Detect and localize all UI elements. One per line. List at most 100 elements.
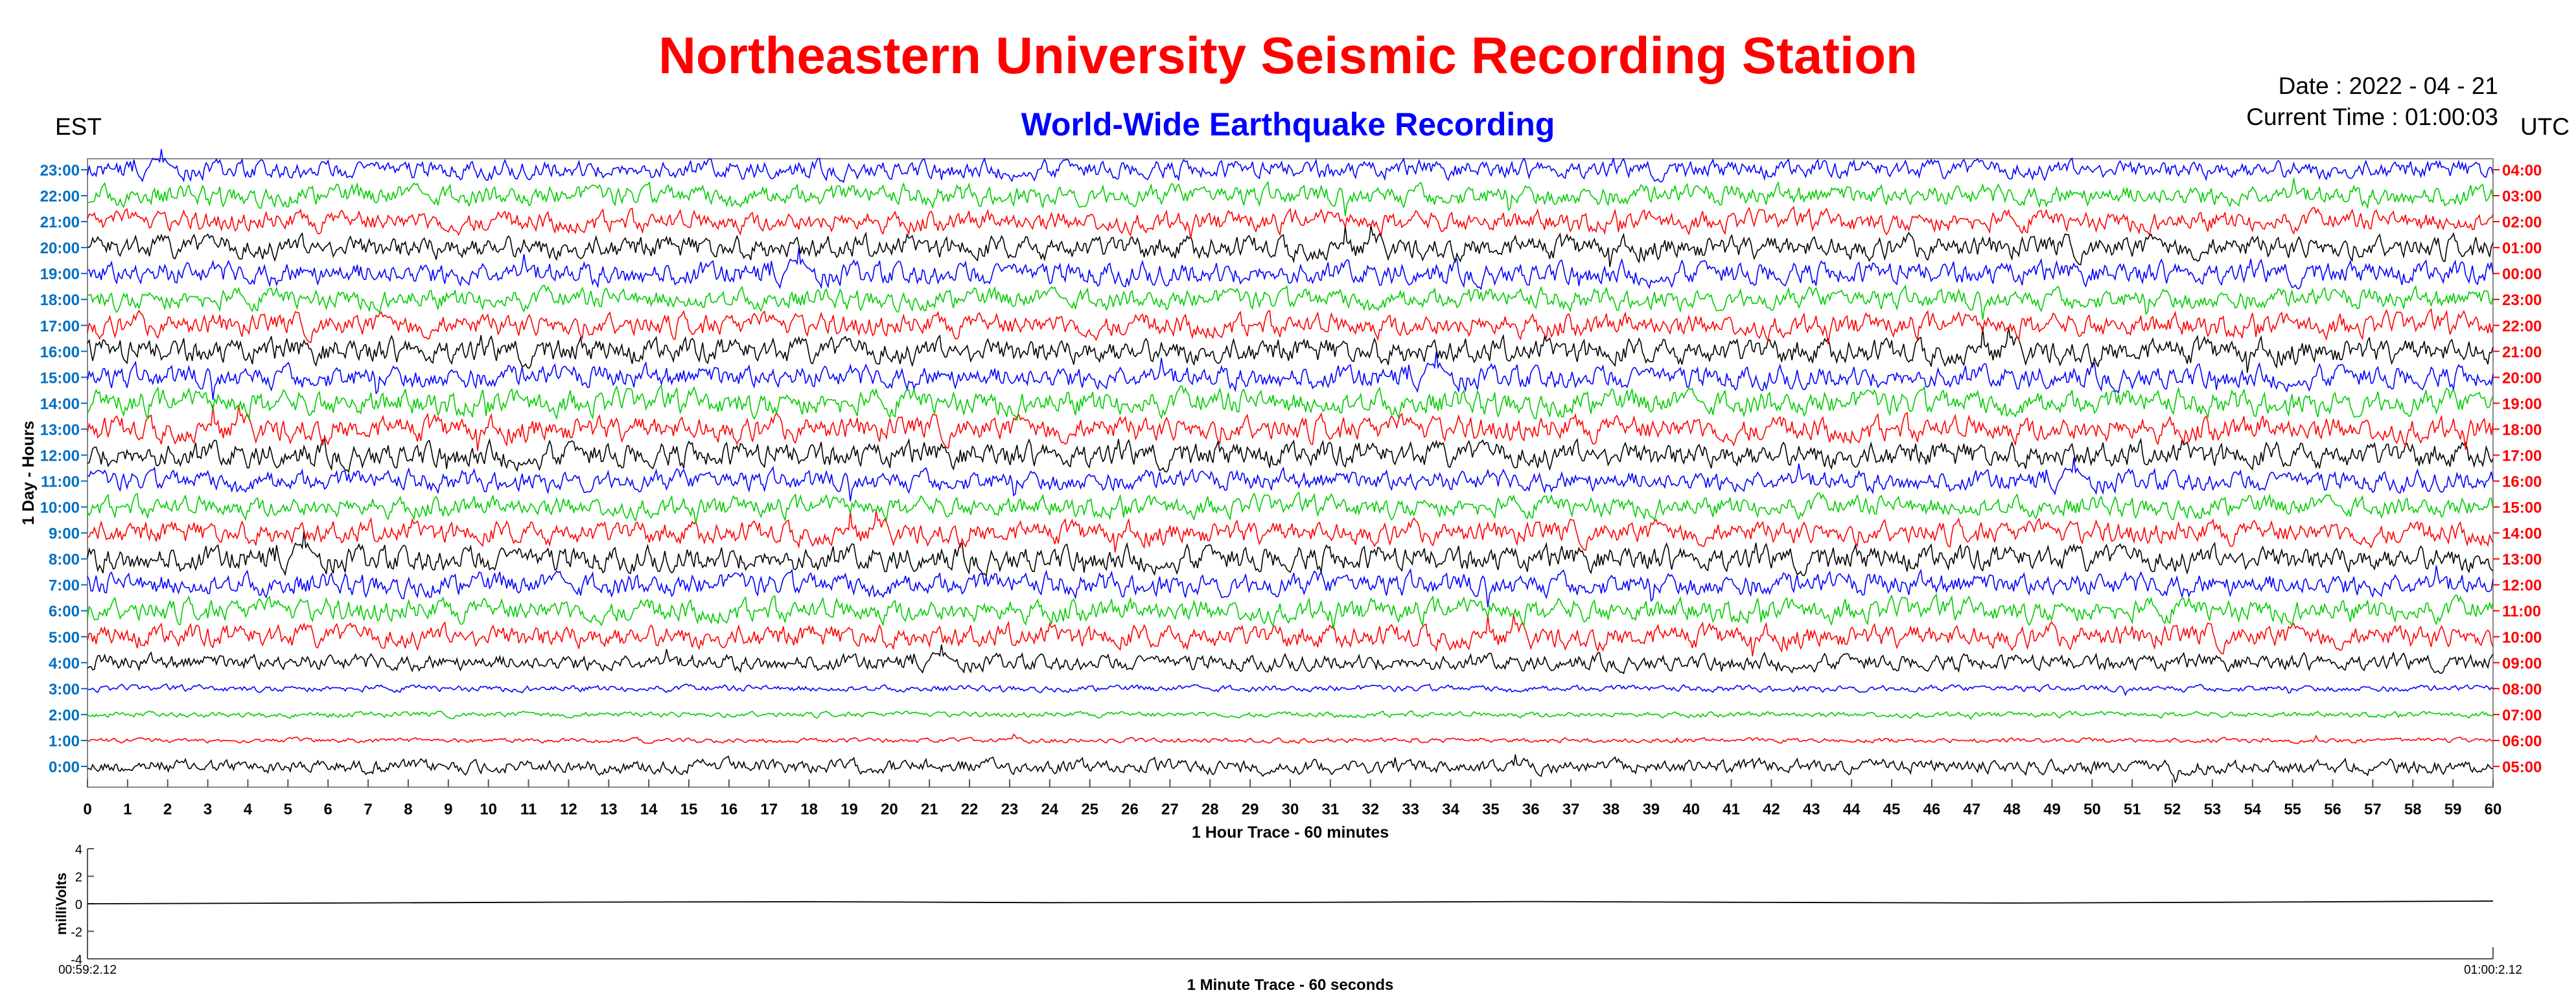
trace-0-00: [87, 754, 2494, 784]
y-tick-label-utc: 09:00: [2502, 655, 2542, 672]
trace-21-00: [87, 206, 2494, 239]
y-tick-label-utc: 11:00: [2502, 603, 2541, 621]
trace-2-00: [87, 710, 2494, 720]
trace-8-00: [87, 530, 2494, 577]
x-tick-label: 57: [2364, 801, 2382, 818]
trace-14-00: [87, 384, 2494, 422]
x-tick-label: 60: [2485, 801, 2502, 818]
trace-12-00: [87, 437, 2494, 474]
y-tick-label-est: 18:00: [40, 292, 80, 309]
x-tick-label: 18: [800, 801, 818, 818]
x-tick-label: 21: [921, 801, 938, 818]
x-tick-label: 36: [1522, 801, 1540, 818]
mini-y-axis-label: milliVolts: [53, 873, 69, 935]
x-tick-label: 13: [600, 801, 618, 818]
x-tick-label: 2: [163, 801, 172, 818]
y-tick-label-est: 14:00: [40, 395, 80, 413]
y-tick-label-est: 21:00: [40, 214, 80, 231]
y-tick-label-est: 20:00: [40, 240, 80, 257]
x-tick-label: 11: [520, 801, 537, 818]
x-tick-label: 48: [2003, 801, 2021, 818]
y-tick-label-utc: 03:00: [2502, 188, 2542, 205]
x-tick-label: 42: [1763, 801, 1780, 818]
trace-16-00: [87, 327, 2494, 373]
y-tick-label-est: 23:00: [40, 162, 80, 179]
x-tick-label: 32: [1362, 801, 1379, 818]
y-tick-label-utc: 18:00: [2502, 421, 2542, 439]
x-tick-label: 22: [961, 801, 979, 818]
x-tick-label: 37: [1562, 801, 1580, 818]
trace-20-00: [87, 225, 2494, 268]
x-tick-label: 33: [1402, 801, 1419, 818]
y-tick-label-est: 19:00: [40, 266, 80, 283]
x-tick-label: 26: [1121, 801, 1139, 818]
sub-title: World-Wide Earthquake Recording: [1021, 106, 1555, 143]
x-tick-label: 49: [2043, 801, 2061, 818]
mini-x-end-label: 01:00:2.12: [2464, 963, 2522, 977]
y-tick-label-est: 15:00: [40, 369, 80, 387]
x-tick-label: 15: [680, 801, 698, 818]
y-tick-label-utc: 02:00: [2502, 214, 2542, 231]
y-tick-label-utc: 15:00: [2502, 500, 2542, 517]
x-tick-label: 14: [640, 801, 658, 818]
x-tick-label: 16: [721, 801, 738, 818]
x-tick-label: 25: [1081, 801, 1098, 818]
x-tick-label: 39: [1642, 801, 1660, 818]
y-tick-label-utc: 23:00: [2502, 292, 2542, 309]
trace-19-00: [87, 247, 2494, 290]
mini-y-tick-label: 2: [75, 871, 82, 885]
trace-22-00: [87, 178, 2494, 216]
y-tick-label-utc: 07:00: [2502, 707, 2542, 724]
y-tick-label-est: 11:00: [41, 474, 80, 491]
x-tick-label: 19: [841, 801, 858, 818]
y-tick-label-est: 0:00: [49, 759, 80, 776]
x-tick-label: 0: [83, 801, 91, 818]
y-tick-label-utc: 13:00: [2502, 551, 2542, 569]
y-tick-label-utc: 12:00: [2502, 577, 2542, 595]
y-tick-label-utc: 04:00: [2502, 162, 2542, 179]
mini-y-tick-label: -2: [71, 926, 82, 940]
y-axis-label: 1 Day - Hours: [19, 420, 38, 525]
y-tick-label-est: 9:00: [49, 525, 80, 543]
y-tick-label-est: 12:00: [40, 447, 80, 465]
y-tick-label-utc: 08:00: [2502, 681, 2542, 698]
mini-x-start-label: 00:59:2.12: [58, 963, 117, 977]
trace-10-00: [87, 491, 2494, 524]
x-tick-label: 41: [1723, 801, 1740, 818]
trace-3-00: [87, 683, 2494, 696]
x-tick-label: 27: [1161, 801, 1179, 818]
trace-4-00: [87, 644, 2494, 674]
trace-18-00: [87, 284, 2494, 320]
y-tick-label-utc: 17:00: [2502, 447, 2542, 465]
y-tick-label-utc: 06:00: [2502, 733, 2542, 750]
x-tick-label: 10: [480, 801, 497, 818]
x-tick-label: 28: [1201, 801, 1219, 818]
trace-5-00: [87, 614, 2494, 657]
minute-trace-line: [87, 900, 2494, 904]
plot-frame: [87, 158, 2494, 788]
y-tick-label-utc: 01:00: [2502, 240, 2542, 257]
x-tick-label: 50: [2083, 801, 2101, 818]
x-tick-label: 31: [1322, 801, 1340, 818]
mini-y-tick-label: 0: [75, 898, 82, 912]
date-label: Date : 2022 - 04 - 21: [2278, 73, 2498, 99]
x-tick-label: 55: [2284, 801, 2301, 818]
x-tick-label: 43: [1803, 801, 1820, 818]
x-tick-label: 52: [2164, 801, 2181, 818]
y-tick-label-est: 17:00: [40, 317, 80, 335]
trace-6-00: [87, 593, 2494, 630]
y-tick-label-est: 3:00: [49, 681, 80, 698]
mini-y-tick-label: -4: [71, 953, 82, 967]
utc-zone-label: UTC: [2520, 113, 2570, 140]
trace-13-00: [87, 404, 2494, 451]
x-tick-label: 12: [560, 801, 577, 818]
trace-23-00: [87, 148, 2494, 183]
trace-15-00: [87, 351, 2494, 400]
y-tick-label-est: 4:00: [49, 655, 80, 672]
x-tick-label: 47: [1963, 801, 1980, 818]
mini-y-tick-label: 4: [75, 843, 82, 857]
est-zone-label: EST: [55, 113, 102, 140]
trace-17-00: [87, 308, 2494, 345]
y-tick-label-est: 7:00: [49, 577, 80, 595]
x-tick-label: 45: [1883, 801, 1901, 818]
